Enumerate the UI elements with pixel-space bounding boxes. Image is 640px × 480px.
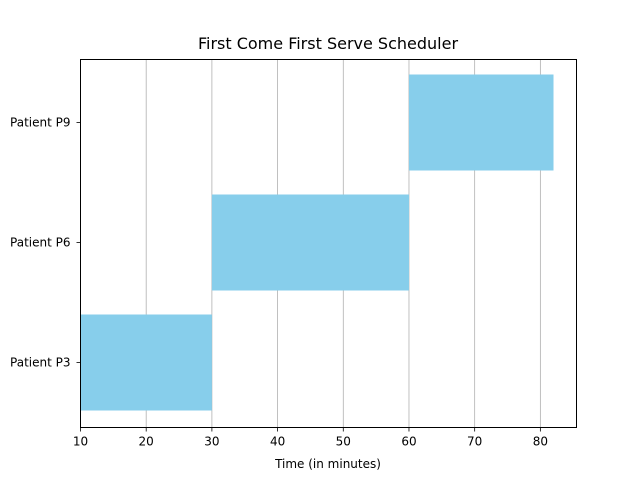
- x-tick-label: 70: [467, 435, 482, 449]
- chart-title: First Come First Serve Scheduler: [198, 34, 458, 53]
- schedule-bar: [211, 194, 409, 291]
- schedule-bar: [408, 74, 554, 171]
- y-tick-label: Patient P6: [10, 236, 70, 250]
- x-tick-layer: 10 20 30 40 50 60 70 80: [73, 427, 548, 449]
- x-tick-label: 20: [139, 435, 154, 449]
- plot-frame: [80, 59, 577, 428]
- x-axis-label: Time (in minutes): [274, 457, 381, 471]
- x-tick-label: 10: [73, 435, 88, 449]
- x-tick-label: 80: [533, 435, 548, 449]
- y-tick-label: Patient P3: [10, 356, 70, 370]
- bar-layer: [80, 74, 554, 411]
- x-tick-label: 40: [270, 435, 285, 449]
- schedule-bar: [80, 314, 212, 411]
- y-tick-label: Patient P9: [10, 116, 70, 130]
- x-tick-label: 60: [401, 435, 416, 449]
- x-tick-label: 50: [336, 435, 351, 449]
- x-tick-label: 30: [204, 435, 219, 449]
- y-tick-layer: Patient P3 Patient P6 Patient P9: [10, 116, 81, 370]
